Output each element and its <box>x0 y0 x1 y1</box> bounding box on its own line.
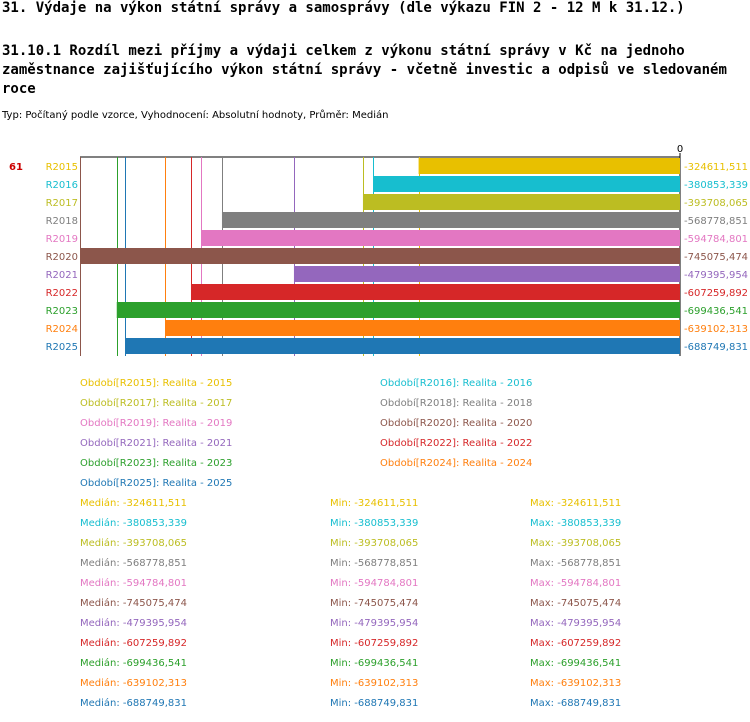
stat-median: Medián: -699436,541 <box>80 658 187 669</box>
category-label-R2019: R2019 <box>46 234 78 245</box>
bar-R2016 <box>373 176 680 192</box>
category-label-R2024: R2024 <box>46 324 78 335</box>
legend-item: Období[R2016]: Realita - 2016 <box>380 378 533 389</box>
stat-max: Max: -594784,801 <box>530 578 622 589</box>
category-label-R2017: R2017 <box>46 198 78 209</box>
bar-R2024 <box>165 320 680 336</box>
bar-R2021 <box>293 266 680 282</box>
legend-item: Období[R2018]: Realita - 2018 <box>380 398 533 409</box>
stat-max: Max: -607259,892 <box>530 638 622 649</box>
legend-item: Období[R2019]: Realita - 2019 <box>80 418 233 429</box>
stat-min: Min: -324611,511 <box>330 498 419 509</box>
value-label-R2019: -594784,801 <box>684 234 748 245</box>
legend-item: Období[R2021]: Realita - 2021 <box>80 438 233 449</box>
bar-R2018 <box>221 212 680 228</box>
stat-median: Medián: -479395,954 <box>80 618 187 629</box>
stat-min: Min: -380853,339 <box>330 518 419 529</box>
category-label-R2025: R2025 <box>46 342 78 353</box>
stat-min: Min: -479395,954 <box>330 618 419 629</box>
stat-median: Medián: -568778,851 <box>80 558 187 569</box>
zero-label: 0 <box>677 144 683 155</box>
stat-max: Max: -745075,474 <box>530 598 622 609</box>
value-label-R2023: -699436,541 <box>684 306 748 317</box>
legend-item: Období[R2020]: Realita - 2020 <box>380 418 533 429</box>
value-label-R2022: -607259,892 <box>684 288 748 299</box>
chart-meta: Typ: Počítaný podle vzorce, Vyhodnocení:… <box>2 110 389 121</box>
bar-R2015 <box>418 158 680 174</box>
value-label-R2025: -688749,831 <box>684 342 748 353</box>
category-label-R2016: R2016 <box>46 180 78 191</box>
value-label-R2017: -393708,065 <box>684 198 748 209</box>
legend-item: Období[R2023]: Realita - 2023 <box>80 458 233 469</box>
stat-median: Medián: -607259,892 <box>80 638 187 649</box>
row-label: 61 <box>9 162 23 173</box>
stat-median: Medián: -639102,313 <box>80 678 187 689</box>
stat-median: Medián: -393708,065 <box>80 538 187 549</box>
value-label-R2024: -639102,313 <box>684 324 748 335</box>
value-label-R2020: -745075,474 <box>684 252 748 263</box>
bar-R2025 <box>125 338 680 354</box>
stat-median: Medián: -745075,474 <box>80 598 187 609</box>
stat-max: Max: -688749,831 <box>530 698 622 709</box>
legend-item: Období[R2022]: Realita - 2022 <box>380 438 533 449</box>
stat-max: Max: -380853,339 <box>530 518 622 529</box>
bar-R2020 <box>80 248 680 264</box>
category-label-R2015: R2015 <box>46 162 78 173</box>
stat-max: Max: -699436,541 <box>530 658 622 669</box>
bar-R2022 <box>190 284 680 300</box>
stat-max: Max: -568778,851 <box>530 558 622 569</box>
stat-min: Min: -688749,831 <box>330 698 419 709</box>
legend-item: Období[R2024]: Realita - 2024 <box>380 458 533 469</box>
bar-R2019 <box>201 230 680 246</box>
bar-R2023 <box>116 302 681 318</box>
stat-median: Medián: -380853,339 <box>80 518 187 529</box>
stat-min: Min: -607259,892 <box>330 638 419 649</box>
legend-item: Období[R2025]: Realita - 2025 <box>80 478 233 489</box>
bar-chart: 0 61 R2015 -324611,511 R2016 -380853,339 R2017… <box>9 144 748 356</box>
category-label-R2023: R2023 <box>46 306 78 317</box>
category-label-R2018: R2018 <box>46 216 78 227</box>
stat-min: Min: -745075,474 <box>330 598 419 609</box>
stat-max: Max: -479395,954 <box>530 618 622 629</box>
stat-max: Max: -393708,065 <box>530 538 622 549</box>
value-label-R2018: -568778,851 <box>684 216 748 227</box>
chart-subtitle: 31.10.1 Rozdíl mezi příjmy a výdaji celk… <box>2 43 727 97</box>
stat-median: Medián: -594784,801 <box>80 578 187 589</box>
stat-min: Min: -639102,313 <box>330 678 419 689</box>
stat-min: Min: -393708,065 <box>330 538 419 549</box>
stat-median: Medián: -688749,831 <box>80 698 187 709</box>
value-label-R2021: -479395,954 <box>684 270 748 281</box>
legend-item: Období[R2015]: Realita - 2015 <box>80 378 233 389</box>
page-title: 31. Výdaje na výkon státní správy a samo… <box>2 0 685 16</box>
value-label-R2016: -380853,339 <box>684 180 748 191</box>
value-label-R2015: -324611,511 <box>684 162 748 173</box>
category-label-R2022: R2022 <box>46 288 78 299</box>
bar-R2017 <box>362 194 680 210</box>
stat-min: Min: -594784,801 <box>330 578 419 589</box>
stat-min: Min: -699436,541 <box>330 658 419 669</box>
category-label-R2020: R2020 <box>46 252 78 263</box>
stat-min: Min: -568778,851 <box>330 558 419 569</box>
stat-max: Max: -324611,511 <box>530 498 622 509</box>
category-label-R2021: R2021 <box>46 270 78 281</box>
stat-median: Medián: -324611,511 <box>80 498 187 509</box>
stat-max: Max: -639102,313 <box>530 678 622 689</box>
legend-item: Období[R2017]: Realita - 2017 <box>80 398 233 409</box>
